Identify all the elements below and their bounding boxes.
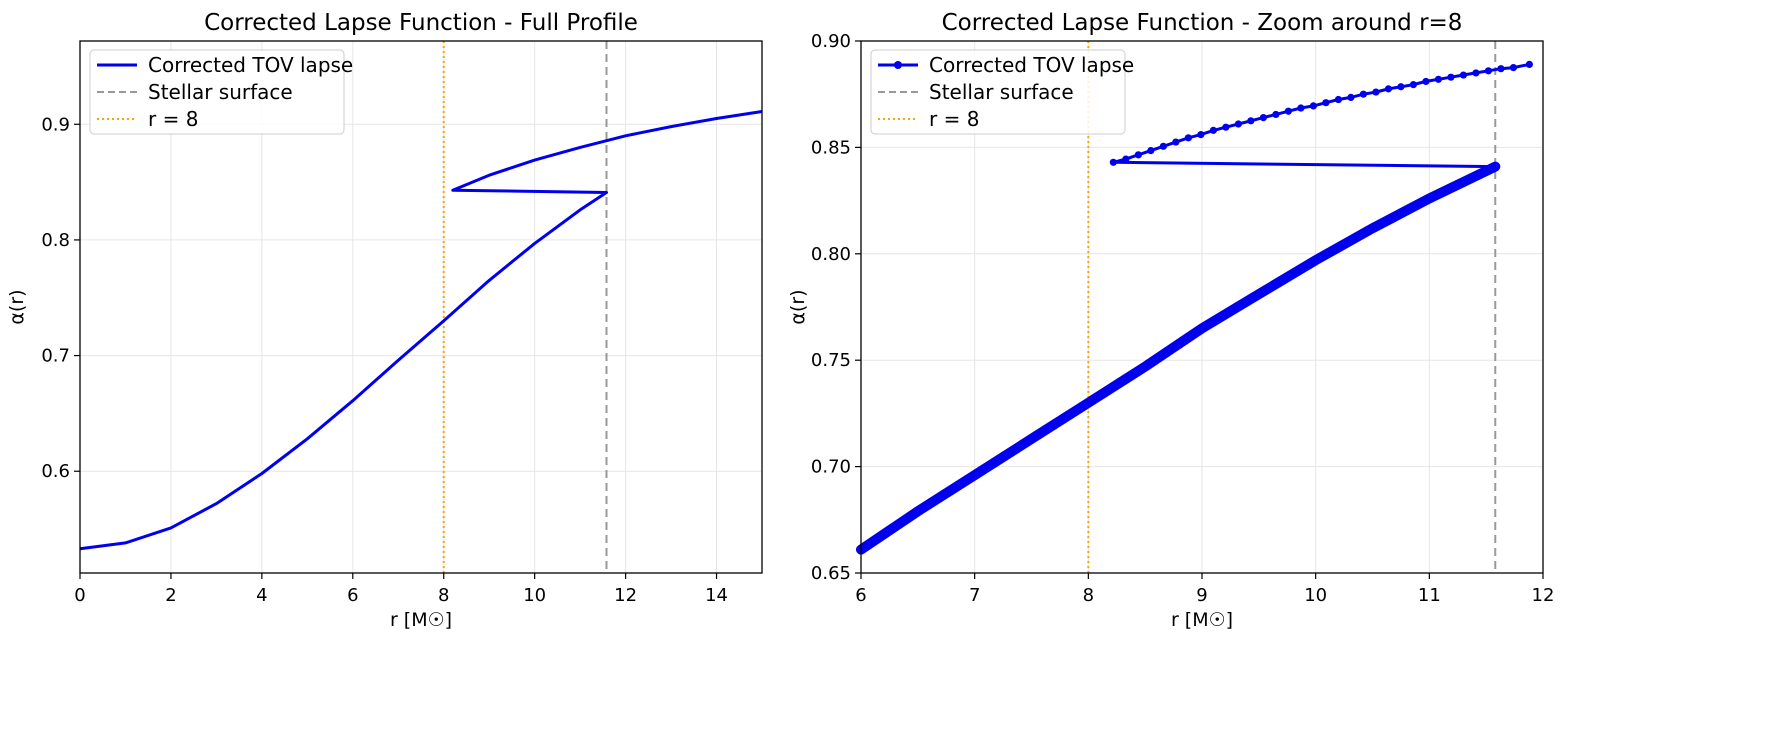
y-tick-label: 0.7: [41, 346, 70, 367]
x-tick-label: 4: [256, 585, 267, 606]
y-tick-label: 0.75: [811, 350, 851, 371]
lapse-point: [1122, 155, 1130, 163]
x-tick-label: 10: [523, 585, 546, 606]
lapse-curve: [79, 110, 763, 551]
lapse-point: [1309, 102, 1317, 110]
chart-title: Corrected Lapse Function - Zoom around r…: [942, 10, 1463, 36]
reference-lines: [1087, 41, 1497, 573]
lapse-point: [1372, 88, 1380, 96]
lapse-point: [1172, 138, 1180, 146]
lapse-point: [1322, 99, 1330, 107]
x-tick-label: 11: [1418, 585, 1441, 606]
legend-marker-lapse: [894, 61, 902, 69]
chart-title: Corrected Lapse Function - Full Profile: [204, 10, 638, 36]
lapse-point: [1184, 134, 1192, 142]
lapse-point: [1334, 95, 1342, 104]
lapse-jump: [1113, 160, 1496, 169]
lapse-point: [1525, 60, 1533, 69]
y-tick-label: 0.80: [811, 244, 851, 265]
x-tick-label: 6: [855, 585, 866, 606]
lapse-point: [1109, 158, 1117, 166]
legend-box: [89, 49, 345, 135]
lapse-interior-dense: [856, 161, 1501, 555]
x-tick-label: 9: [1196, 585, 1207, 606]
lapse-point: [1397, 83, 1405, 91]
y-tick-label: 0.6: [41, 461, 70, 482]
lapse-point: [1409, 81, 1418, 89]
lapse-exterior: [1112, 62, 1530, 164]
chart-zoom-around-r8: 6 7 8 9 10 11 12 0.65 0.70 0.75 0.80 0.85 0.90 Corre…: [787, 10, 1554, 631]
chart-full-profile: 0 2 4 6 8 10 12 14 0.6 0.7 0.8 0.9 Corrected Lapse …: [6, 10, 763, 631]
lapse-point: [1284, 107, 1292, 115]
y-axis-label: α(r): [6, 289, 28, 324]
lapse-point: [1259, 114, 1267, 122]
x-axis-label: r [M☉]: [390, 609, 452, 631]
lapse-point: [1509, 64, 1518, 72]
lapse-point: [1197, 131, 1205, 139]
y-tick-label: 0.70: [811, 457, 851, 478]
lapse-point: [1209, 126, 1217, 134]
legend-label-r8: r = 8: [929, 107, 979, 131]
y-tick-label: 0.9: [41, 114, 70, 135]
lapse-point: [1234, 120, 1242, 128]
x-tick-label: 12: [1532, 585, 1555, 606]
lapse-point: [1347, 93, 1355, 101]
x-tick-label: 10: [1304, 585, 1327, 606]
legend-label-r8: r = 8: [148, 107, 198, 131]
x-tick-label: 0: [74, 585, 85, 606]
x-tick-label: 12: [614, 585, 637, 606]
lapse-point: [1484, 67, 1493, 75]
legend-box: [870, 49, 1126, 135]
y-tick-label: 0.8: [41, 230, 70, 251]
x-axis-label: r [M☉]: [1171, 609, 1233, 631]
x-tick-label: 8: [1083, 585, 1094, 606]
y-axis-label: α(r): [787, 289, 809, 324]
x-tick-label: 14: [705, 585, 728, 606]
lapse-point: [1222, 123, 1230, 131]
reference-lines: [442, 41, 608, 573]
series: [856, 60, 1533, 555]
lapse-point: [1491, 162, 1500, 171]
lapse-point: [1434, 75, 1443, 83]
lapse-point: [1497, 65, 1505, 73]
lapse-point: [1384, 85, 1393, 93]
y-tick-label: 0.85: [811, 137, 851, 158]
lapse-point: [1272, 110, 1280, 119]
lapse-point: [1359, 90, 1368, 98]
lapse-point: [1422, 77, 1430, 86]
legend-label-surface: Stellar surface: [929, 80, 1074, 104]
x-tick-label: 7: [969, 585, 980, 606]
lapse-point: [1447, 73, 1455, 81]
legend-label-surface: Stellar surface: [148, 80, 293, 104]
legend: Corrected TOV lapse Stellar surface r = …: [89, 49, 353, 135]
x-tick-label: 8: [438, 585, 449, 606]
lapse-point: [1134, 151, 1142, 159]
lapse-point: [1247, 117, 1255, 125]
lapse-point: [1159, 142, 1167, 150]
x-tick-label: 6: [347, 585, 358, 606]
ticks: 6 7 8 9 10 11 12 0.65 0.70 0.75 0.80 0.85 0.90: [811, 31, 1555, 606]
lapse-point: [1472, 69, 1480, 77]
series: [79, 110, 763, 551]
y-tick-label: 0.90: [811, 31, 851, 52]
y-tick-label: 0.65: [811, 563, 851, 584]
lapse-point: [1459, 71, 1468, 79]
legend-label-lapse: Corrected TOV lapse: [148, 53, 353, 77]
lapse-point: [1147, 146, 1155, 155]
axes-frame: [79, 40, 763, 574]
ticks: 0 2 4 6 8 10 12 14 0.6 0.7 0.8 0.9: [41, 114, 728, 606]
lapse-point: [1297, 104, 1305, 112]
legend: Corrected TOV lapse Stellar surface r = …: [870, 49, 1134, 135]
legend-label-lapse: Corrected TOV lapse: [929, 53, 1134, 77]
x-tick-label: 2: [165, 585, 176, 606]
